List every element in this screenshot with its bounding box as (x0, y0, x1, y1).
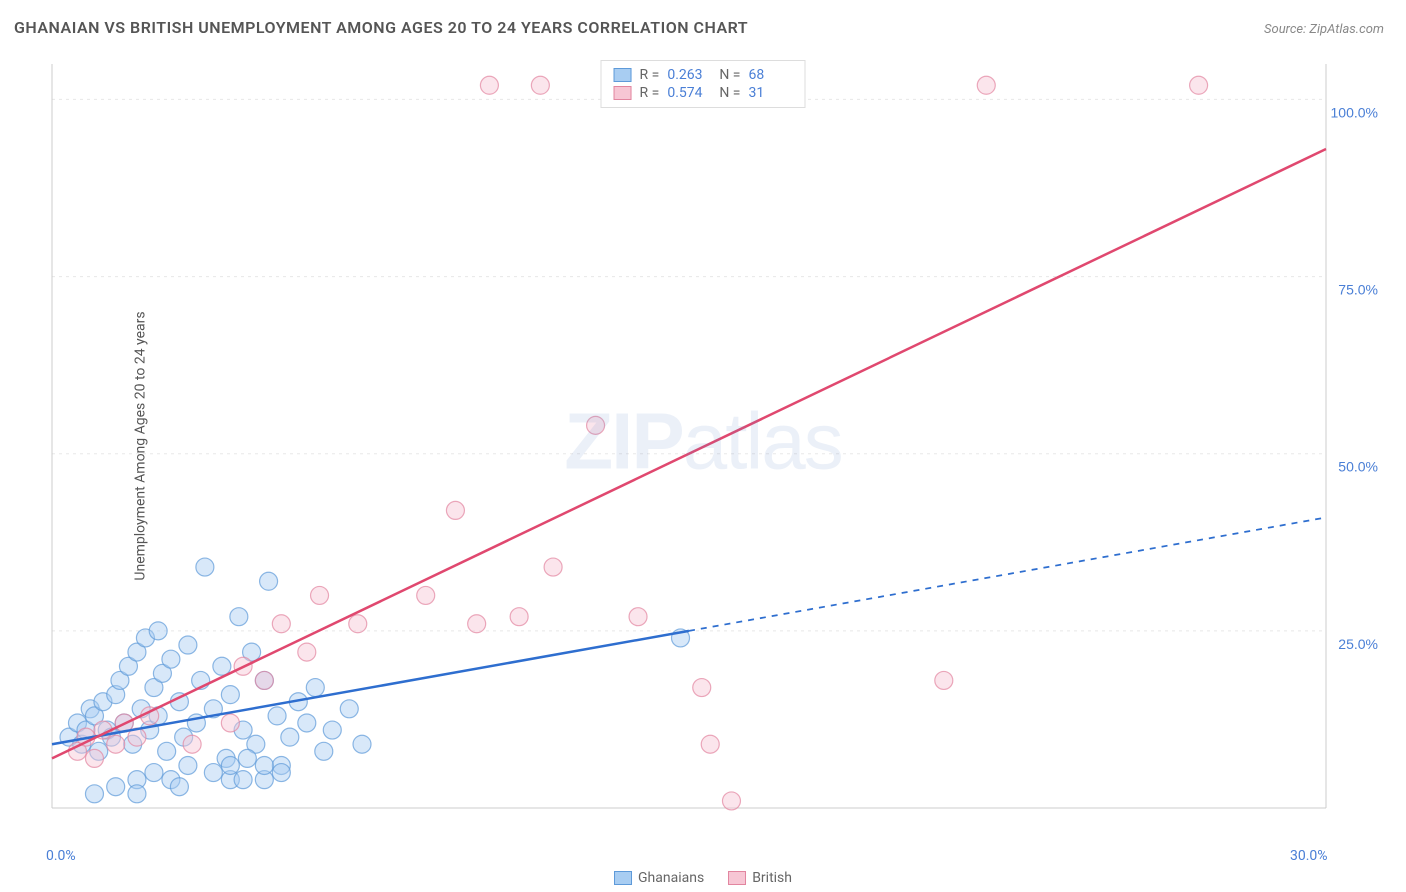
x-axis-max-label: 30.0% (1290, 848, 1328, 864)
svg-text:50.0%: 50.0% (1338, 459, 1378, 475)
svg-text:25.0%: 25.0% (1338, 636, 1378, 652)
series-legend: Ghanaians British (614, 870, 792, 886)
legend-item: British (728, 870, 792, 886)
correlation-legend: R =0.263N =68 R =0.574N =31 (601, 60, 806, 108)
x-axis-min-label: 0.0% (46, 848, 76, 864)
scatter-plot: 25.0% 50.0% 75.0% 100.0% (46, 58, 1386, 838)
legend-row: R =0.574N =31 (614, 85, 793, 101)
svg-text:100.0%: 100.0% (1331, 104, 1378, 120)
legend-row: R =0.263N =68 (614, 67, 793, 83)
chart-title: GHANAIAN VS BRITISH UNEMPLOYMENT AMONG A… (14, 18, 748, 37)
source-label: Source: ZipAtlas.com (1264, 22, 1384, 37)
legend-item: Ghanaians (614, 870, 704, 886)
svg-text:75.0%: 75.0% (1338, 282, 1378, 298)
